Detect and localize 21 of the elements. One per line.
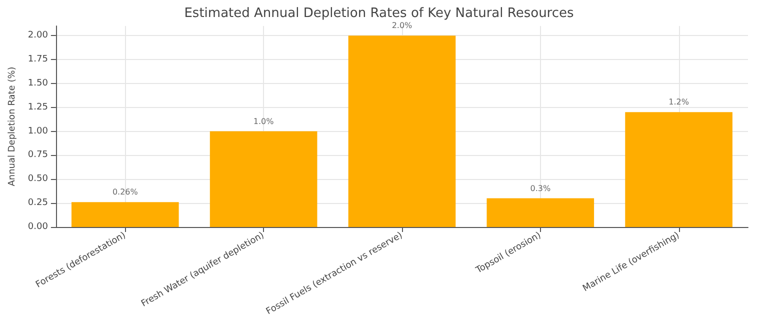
y-tick-label: 1.75 [28, 54, 48, 64]
chart-title: Estimated Annual Depletion Rates of Key Natural Resources [184, 6, 574, 21]
y-tick-label: 1.50 [28, 78, 48, 88]
data-label: 0.3% [530, 184, 551, 193]
data-label: 1.2% [668, 98, 690, 107]
data-label: 1.0% [253, 116, 274, 126]
y-tick-label: 0.00 [28, 222, 48, 232]
y-tick-label: 0.75 [28, 150, 48, 160]
data-label: 2.0% [392, 21, 413, 30]
y-tick-label: 0.50 [28, 174, 48, 184]
bar [348, 36, 456, 227]
bar [625, 112, 732, 227]
bar [486, 198, 594, 227]
y-tick-label: 1.25 [28, 102, 48, 112]
y-tick-label: 0.25 [28, 198, 48, 208]
y-axis-title: Annual Depletion Rate (%) [8, 66, 18, 186]
y-tick-label: 1.00 [28, 126, 48, 136]
bar [210, 131, 318, 227]
data-label: 0.26% [112, 188, 138, 197]
y-tick-label: 2.00 [28, 30, 48, 41]
bar [71, 202, 179, 227]
